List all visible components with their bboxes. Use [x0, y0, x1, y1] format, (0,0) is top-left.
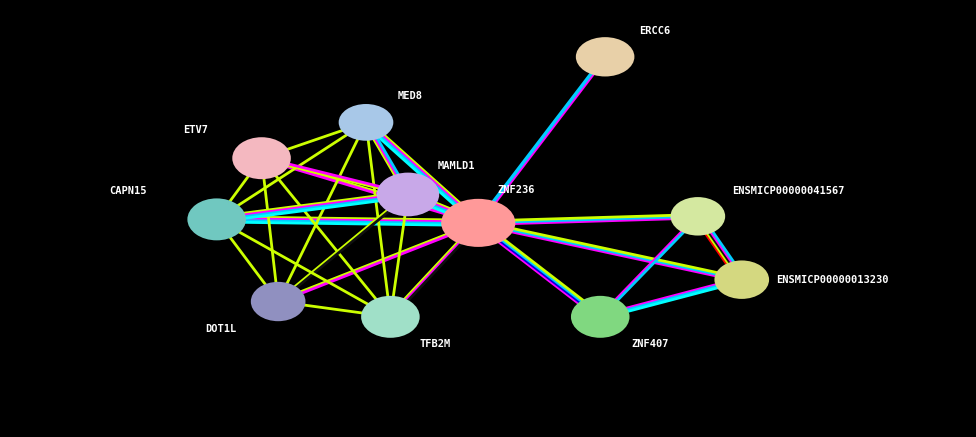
- Ellipse shape: [571, 296, 630, 338]
- Text: ZNF236: ZNF236: [498, 185, 535, 195]
- Text: DOT1L: DOT1L: [205, 324, 236, 333]
- Ellipse shape: [576, 37, 634, 76]
- Text: CAPN15: CAPN15: [109, 186, 146, 196]
- Text: ZNF407: ZNF407: [631, 339, 669, 349]
- Text: MAMLD1: MAMLD1: [437, 161, 474, 171]
- Text: ETV7: ETV7: [183, 125, 209, 135]
- Ellipse shape: [714, 260, 769, 299]
- Ellipse shape: [441, 199, 515, 247]
- Text: ERCC6: ERCC6: [639, 26, 671, 35]
- Ellipse shape: [377, 173, 439, 216]
- Text: ENSMICP00000013230: ENSMICP00000013230: [776, 275, 888, 284]
- Ellipse shape: [251, 282, 305, 321]
- Ellipse shape: [361, 296, 420, 338]
- Ellipse shape: [187, 198, 246, 240]
- Text: ENSMICP00000041567: ENSMICP00000041567: [732, 186, 844, 196]
- Text: TFB2M: TFB2M: [420, 339, 451, 349]
- Ellipse shape: [232, 137, 291, 179]
- Text: MED8: MED8: [397, 91, 423, 101]
- Ellipse shape: [339, 104, 393, 141]
- Ellipse shape: [671, 197, 725, 236]
